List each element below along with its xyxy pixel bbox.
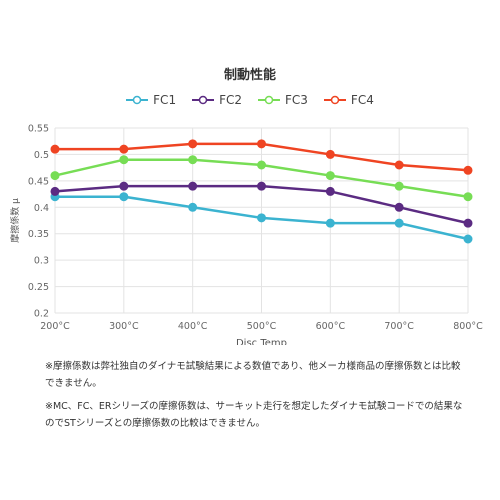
legend-marker-icon: [126, 95, 149, 105]
legend-label: FC1: [153, 93, 177, 107]
note-friction-comparison: ※摩擦係数は弊社独自のダイナモ試験結果による数値であり、他メーカ様商品の摩擦係数…: [45, 361, 461, 389]
x-tick-label: 700°C: [384, 321, 414, 332]
data-point-fc3: [325, 171, 335, 181]
data-point-fc3: [257, 160, 266, 170]
line-chart: 0.2 0.25 0.3 0.35 0.4 0.45 0.5 0.55 200°C 300°C 40…: [9, 124, 483, 346]
legend-item-fc4[interactable]: FC4: [323, 93, 374, 107]
x-tick-label: 500°C: [247, 321, 277, 332]
y-tick-label: 0.25: [28, 282, 49, 293]
x-tick-label: 200°C: [40, 321, 70, 332]
data-point-fc1: [463, 234, 473, 244]
legend-item-fc2[interactable]: FC2: [192, 93, 242, 107]
data-point-fc1: [257, 213, 266, 223]
data-point-fc4: [119, 144, 129, 154]
y-tick-label: 0.3: [34, 256, 49, 267]
y-tick-label: 0.55: [28, 124, 49, 135]
data-point-fc4: [257, 139, 266, 149]
y-tick-label: 0.4: [34, 203, 49, 214]
data-point-fc3: [119, 155, 129, 165]
x-tick-label: 800°C: [453, 321, 483, 332]
y-tick-label: 0.5: [34, 150, 49, 161]
x-tick-label: 600°C: [316, 321, 346, 332]
data-point-fc2: [325, 186, 335, 196]
data-point-fc4: [394, 160, 404, 170]
data-point-fc1: [394, 218, 404, 228]
chart-legend: FC1 FC2 FC3 FC4: [0, 93, 500, 107]
legend-label: FC4: [350, 93, 374, 107]
legend-marker-icon: [192, 95, 215, 105]
y-tick-label: 0.2: [34, 309, 49, 320]
data-point-fc2: [50, 186, 60, 196]
chart-title: 制動性能: [223, 68, 276, 83]
data-point-fc4: [50, 144, 60, 154]
data-point-fc4: [325, 149, 335, 159]
data-point-fc1: [325, 218, 335, 228]
data-point-fc2: [463, 218, 473, 228]
data-point-fc3: [188, 155, 198, 165]
legend-marker-icon: [258, 95, 280, 105]
legend-item-fc3[interactable]: FC3: [258, 93, 308, 107]
data-point-fc2: [257, 181, 266, 191]
note-series-comparison: ※MC、FC、ERシリーズの摩擦係数は、サーキット走行を想定したダイナモ試験コー…: [45, 401, 463, 429]
data-point-fc2: [119, 181, 129, 191]
data-point-fc1: [188, 202, 198, 212]
data-point-fc3: [50, 171, 60, 181]
legend-label: FC2: [219, 93, 242, 107]
data-point-fc1: [119, 192, 129, 202]
data-point-fc4: [188, 139, 198, 149]
x-tick-label: 300°C: [109, 321, 139, 332]
y-tick-label: 0.35: [28, 229, 49, 240]
legend-item-fc1[interactable]: FC1: [126, 93, 176, 107]
data-point-fc4: [463, 165, 473, 175]
data-point-fc3: [463, 192, 473, 202]
x-tick-label: 400°C: [178, 321, 208, 332]
data-point-fc2: [188, 181, 198, 191]
data-point-fc2: [394, 202, 404, 212]
y-tick-label: 0.45: [28, 176, 49, 187]
x-axis-label: Disc Temp: [236, 338, 287, 345]
legend-label: FC3: [285, 93, 308, 107]
data-point-fc3: [394, 181, 404, 191]
legend-marker-icon: [323, 95, 346, 105]
y-axis-label: 摩擦係数 μ: [9, 198, 21, 243]
